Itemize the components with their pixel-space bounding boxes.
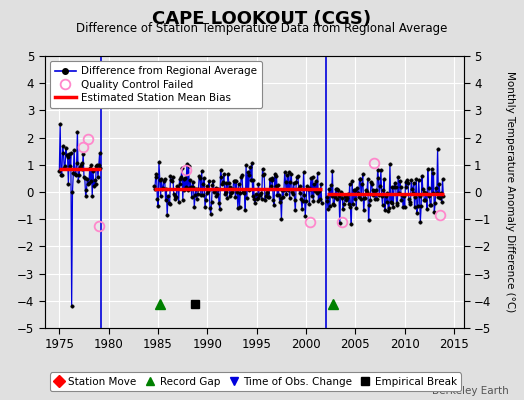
Legend: Station Move, Record Gap, Time of Obs. Change, Empirical Break: Station Move, Record Gap, Time of Obs. C… [50, 372, 461, 391]
Y-axis label: Monthly Temperature Anomaly Difference (°C): Monthly Temperature Anomaly Difference (… [506, 71, 516, 313]
Text: CAPE LOOKOUT (CGS): CAPE LOOKOUT (CGS) [152, 10, 372, 28]
Legend: Difference from Regional Average, Quality Control Failed, Estimated Station Mean: Difference from Regional Average, Qualit… [50, 61, 262, 108]
Text: Difference of Station Temperature Data from Regional Average: Difference of Station Temperature Data f… [77, 22, 447, 35]
Text: Berkeley Earth: Berkeley Earth [432, 386, 508, 396]
